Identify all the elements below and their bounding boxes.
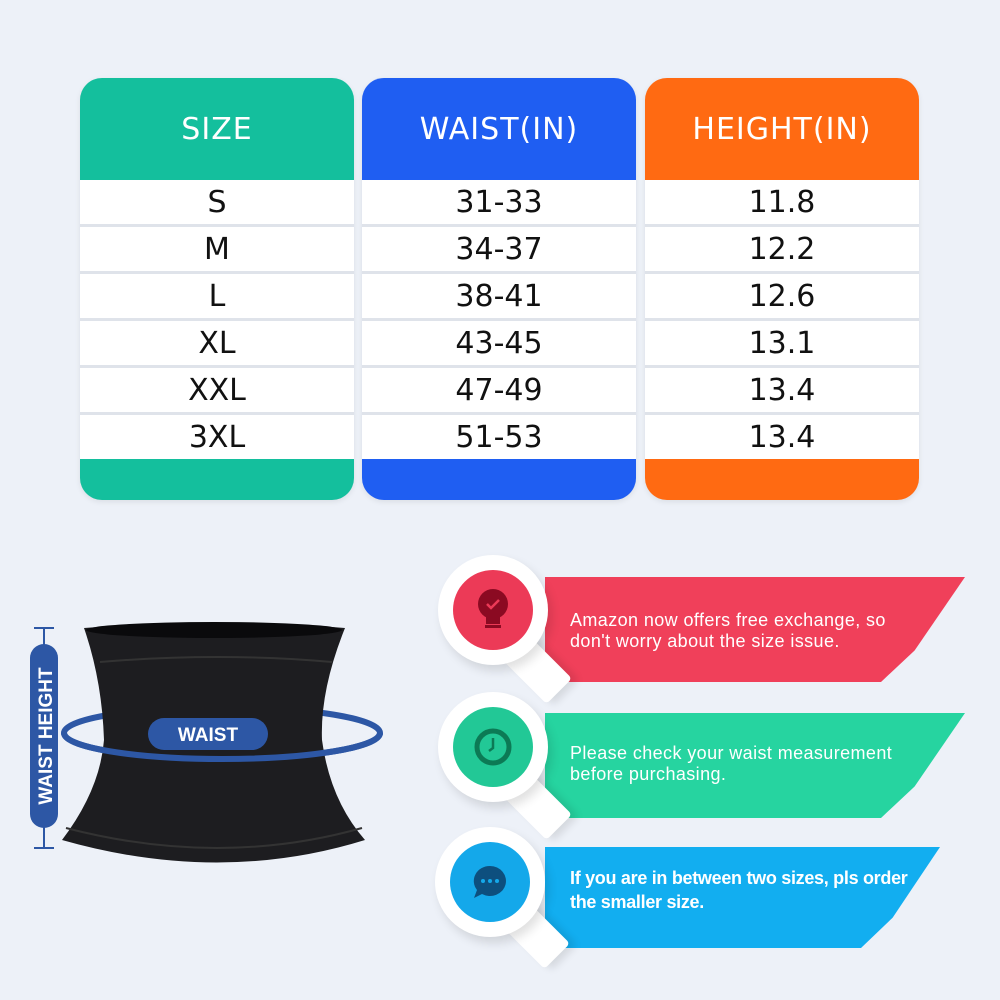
tip-line: Please check your waist measurement — [570, 743, 893, 763]
waist-ring-front — [61, 732, 383, 762]
table-cell-height: 13.1 — [645, 321, 919, 365]
table-cell-size: XXL — [80, 368, 354, 412]
table-cell-height: 13.4 — [645, 368, 919, 412]
tip-line: don't worry about the size issue. — [570, 631, 840, 651]
clock-icon — [474, 728, 512, 766]
tip-line: Amazon now offers free exchange, so — [570, 610, 886, 630]
chat-bubble-icon — [473, 865, 506, 898]
table-cell-height: 13.4 — [645, 415, 919, 459]
tip-banner-exchange — [545, 577, 965, 682]
tip-icon-circle — [438, 555, 548, 665]
table-cell-height: 11.8 — [645, 180, 919, 224]
waist-pill — [148, 718, 268, 750]
waist-height-pill — [30, 644, 58, 828]
tip-line: before purchasing. — [570, 764, 727, 784]
tip-text-measure: Please check your waist measurement befo… — [570, 743, 892, 785]
table-cell-size: S — [80, 180, 354, 224]
waist-label: WAIST — [178, 725, 239, 746]
tip-text-exchange: Amazon now offers free exchange, so don'… — [570, 610, 886, 652]
table-cell-waist: 43-45 — [362, 321, 636, 365]
table-cell-height: 12.6 — [645, 274, 919, 318]
table-cell-waist: 38-41 — [362, 274, 636, 318]
height-header: HEIGHT(IN) — [692, 111, 872, 147]
size-column: SIZE S M L XL XXL 3XL — [80, 78, 354, 500]
table-cell-waist: 34-37 — [362, 227, 636, 271]
tip-line: the smaller size. — [570, 892, 704, 912]
lightbulb-check-icon — [478, 589, 508, 628]
table-cell-height: 12.2 — [645, 227, 919, 271]
table-cell-size: L — [80, 274, 354, 318]
tip-text-sizes: If you are in between two sizes, pls ord… — [570, 866, 908, 914]
table-cell-size: 3XL — [80, 415, 354, 459]
tip-icon-circle — [435, 827, 545, 937]
waist-column: WAIST(IN) 31-33 34-37 38-41 43-45 47-49 51-53 — [362, 78, 636, 500]
waist-height-label: WAIST HEIGHT — [36, 667, 57, 805]
table-cell-waist: 47-49 — [362, 368, 636, 412]
waist-header: WAIST(IN) — [419, 111, 579, 147]
waist-trainer-diagram: WAIST WAIST HEIGHT — [30, 622, 383, 863]
table-cell-waist: 31-33 — [362, 180, 636, 224]
tip-line: If you are in between two sizes, pls ord… — [570, 868, 908, 888]
tip-banner-measure — [545, 713, 965, 818]
height-column: HEIGHT(IN) 11.8 12.2 12.6 13.1 13.4 13.4 — [645, 78, 919, 500]
table-cell-size: XL — [80, 321, 354, 365]
size-header: SIZE — [181, 111, 253, 147]
table-cell-waist: 51-53 — [362, 415, 636, 459]
tip-banner-sizes — [545, 847, 940, 948]
table-cell-size: M — [80, 227, 354, 271]
tip-icon-circle — [438, 692, 548, 802]
